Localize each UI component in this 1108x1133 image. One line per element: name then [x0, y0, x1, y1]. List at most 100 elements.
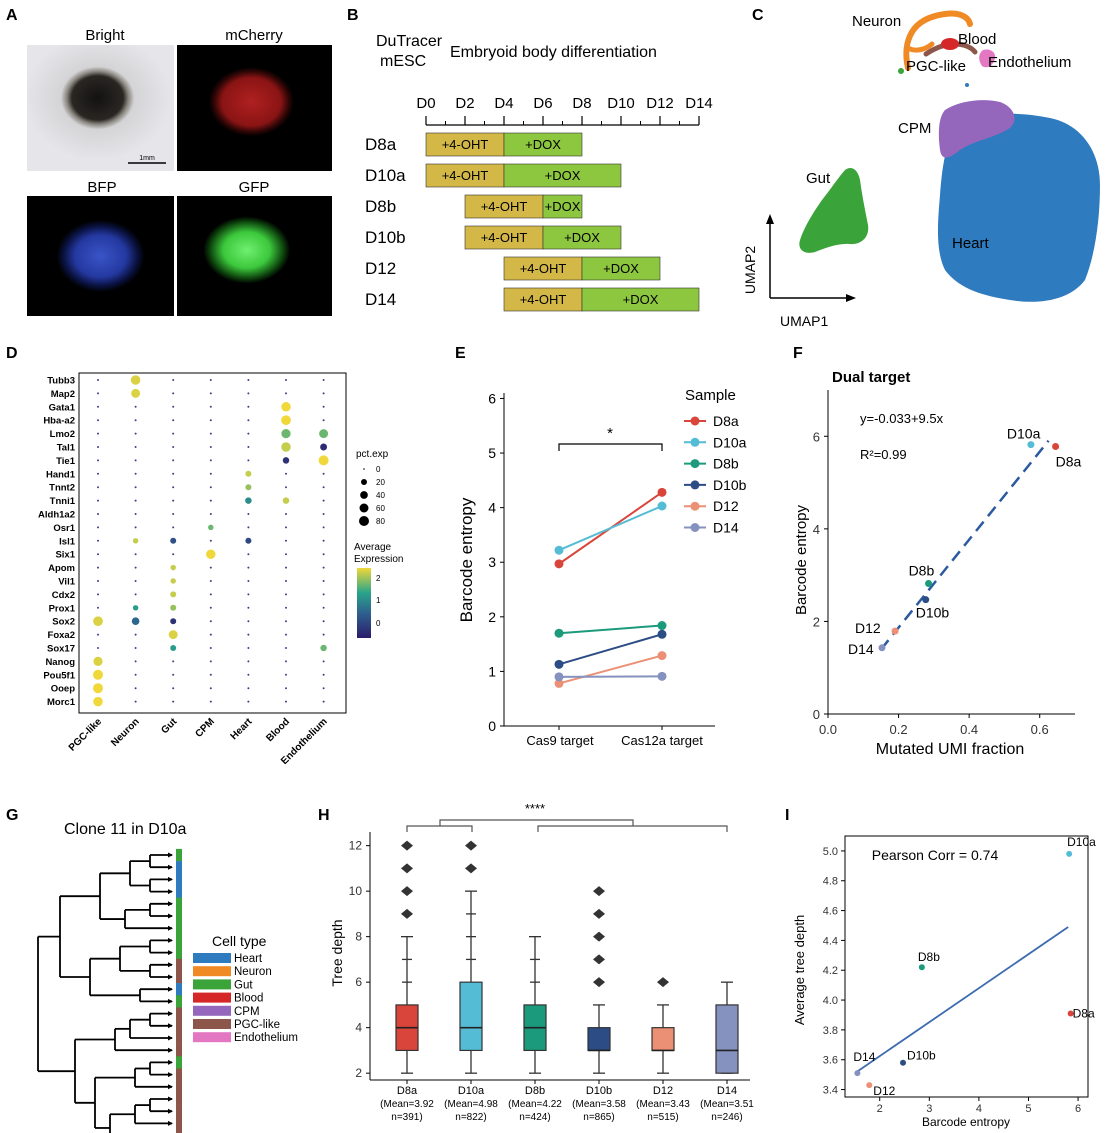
legend-pct-label-80: 80 [376, 517, 385, 526]
dot-tal1-endothelium [320, 443, 328, 451]
f-ylabel: Barcode entropy [793, 504, 810, 615]
e-point-d12 [554, 678, 564, 688]
i-ticks: 2 3 4 5 6 3.4 3.6 3.8 4.0 4.2 4.4 4.6 4.8 5.0 [823, 846, 1081, 1115]
panel-letter-d: D [6, 345, 18, 362]
panel-letter-h: H [318, 807, 330, 824]
celltype-label-pgc-like: PGC-like [67, 716, 105, 754]
leaf-celltype-gut [176, 848, 182, 862]
leaf-celltype-pgc-like [176, 1019, 182, 1033]
dot-aldh1a2-neuron [134, 513, 137, 515]
umap-clusters [799, 10, 1100, 302]
timeline-label-d14: D14 [685, 95, 713, 112]
h-n-d12: n=515) [647, 1112, 678, 1123]
e-legend-dot-d10b [690, 480, 700, 490]
dot-pou5f1-pgc-like [93, 669, 103, 680]
dot-lmo2-gut [172, 432, 175, 435]
oht-label-d10a: +4-OHT [442, 168, 489, 183]
dot-tnni1-blood [282, 497, 290, 504]
dox-label-d8a: +DOX [525, 137, 561, 152]
e-legend: D8a D10a D8b D10b D12 D14 [684, 413, 747, 536]
e-line-d14 [558, 675, 663, 678]
dot-sox2-neuron [131, 617, 140, 626]
h-outlier-d10b [593, 977, 605, 988]
panel-b: B DuTracer mESC Embryoid body differenti… [347, 7, 713, 312]
leaf-celltype-pgc-like [176, 958, 182, 972]
leaf-celltype-heart [176, 873, 182, 886]
e-ytick-5: 5 [488, 445, 496, 461]
h-box-d12 [651, 1027, 675, 1052]
i-fit-line [854, 926, 1069, 1074]
h-outlier-d8a [401, 908, 413, 919]
gene-label-six1: Six1 [55, 550, 75, 561]
dot-hand1-pgc-like [97, 472, 99, 475]
f-r2: R²=0.99 [860, 447, 907, 462]
e-point-d10a [657, 501, 667, 511]
dot-isl1-endothelium [322, 539, 325, 542]
dot-tubb3-cpm [209, 379, 212, 381]
e-point-d14 [554, 672, 564, 682]
e-series [554, 487, 667, 688]
dot-hba-a2-cpm [209, 419, 212, 422]
h-ytick-label: 8 [355, 930, 362, 944]
tree-leaf-arrow [168, 925, 173, 931]
dot-morc1-neuron [134, 700, 137, 703]
leaf-celltype-pgc-like [176, 1080, 182, 1094]
cluster-endothelium [979, 49, 996, 68]
dot-lmo2-endothelium [319, 429, 329, 439]
celltype-label-gut: Gut [159, 716, 179, 736]
i-xtick-label: 3 [926, 1103, 932, 1115]
h-ylabel: Tree depth [329, 919, 345, 986]
panel-letter-f: F [793, 345, 803, 362]
dot-isl1-cpm [209, 539, 212, 542]
h-mean-d8b: (Mean=4.22 [508, 1099, 562, 1110]
dot-tie1-neuron [134, 459, 137, 462]
e-line-d10a [558, 505, 663, 552]
leaf-celltype-gut [176, 934, 182, 947]
e-legend-label-d10b: D10b [713, 477, 747, 493]
leaf-celltype-pgc-like [176, 1044, 182, 1057]
i-ytick-label: 5.0 [823, 846, 838, 858]
e-point-d8a [657, 487, 667, 497]
panel-g: G Clone 11 in D10a Cell type HeartNeuron… [6, 807, 298, 1133]
dot-six1-pgc-like [97, 553, 99, 556]
dot-aldh1a2-cpm [209, 513, 212, 515]
dot-hand1-cpm [209, 472, 212, 475]
dot-pou5f1-heart [247, 673, 250, 676]
dot-cdx2-gut [170, 591, 177, 598]
dot-lmo2-heart [247, 432, 250, 435]
leaf-celltype-pgc-like [176, 1068, 182, 1081]
h-mean-d10b: (Mean=3.58 [572, 1099, 626, 1110]
leaf-celltype-pgc-like [176, 1105, 182, 1118]
g-legend-swatch-heart [193, 953, 231, 963]
i-point-label-d8a: D8a [1073, 1006, 1095, 1020]
dot-tie1-heart [247, 459, 250, 462]
legend-expr-tick-0: 0 [376, 619, 381, 628]
dot-prox1-heart [247, 606, 250, 609]
e-point-d10a [554, 545, 564, 555]
dot-sox2-gut [170, 618, 177, 625]
umap-label-pgc: PGC-like [906, 58, 966, 75]
dot-osr1-neuron [134, 526, 137, 529]
dot-nanog-pgc-like [93, 656, 103, 667]
legend-pct-dot-60 [359, 503, 369, 513]
umap-dot-gut [898, 68, 904, 74]
row-label-d10a: D10a [365, 166, 406, 185]
leaf-celltype-pgc-like [176, 970, 182, 984]
e-ytick-4: 4 [488, 500, 496, 516]
i-ylabel: Average tree depth [792, 915, 807, 1025]
dot-hba-a2-blood [281, 415, 291, 426]
e-point-d8b [657, 621, 667, 631]
cluster-blood [941, 38, 959, 50]
dot-tnni1-cpm [209, 499, 212, 502]
h-outlier-d8a [401, 840, 413, 851]
h-outlier-d10b [593, 954, 605, 965]
gene-label-hand1: Hand1 [46, 469, 76, 480]
tree-leaf-arrow [168, 998, 173, 1004]
dot-sox17-blood [285, 647, 287, 649]
leaf-celltype-heart [176, 885, 182, 898]
dot-morc1-cpm [209, 700, 212, 703]
dot-foxa2-gut [168, 630, 178, 640]
f-ytick-label: 0 [813, 707, 820, 722]
leaf-celltype-gut [176, 1056, 182, 1069]
